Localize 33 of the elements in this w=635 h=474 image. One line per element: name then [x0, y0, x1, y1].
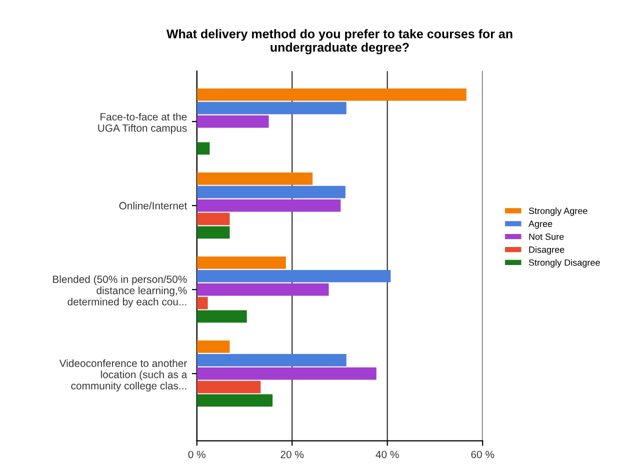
legend-label: Not Sure — [529, 234, 564, 240]
bar — [196, 283, 329, 296]
chart-title: What delivery method do you prefer to take courses for an undergraduate degree? — [166, 29, 512, 54]
bar — [196, 226, 230, 239]
bar — [196, 212, 230, 226]
x-tick-label: 40 % — [376, 450, 399, 458]
legend-label: Strongly Disagree — [528, 259, 600, 268]
bar — [196, 380, 261, 394]
x-tick-label: 20 % — [280, 450, 304, 458]
y-tick-label: Videoconference to another location (such as a community college clas... — [59, 359, 188, 392]
bar — [196, 102, 346, 114]
legend-label: Strongly Agree — [528, 207, 588, 216]
bar — [196, 142, 210, 155]
x-tick-label: 0 % — [188, 450, 206, 458]
bar — [196, 172, 313, 185]
y-tick-label: Blended (50% in person/50% distance learning,% determined by each cou... — [53, 275, 187, 308]
bar — [196, 354, 346, 366]
bar — [196, 256, 286, 269]
y-tick-label: Face-to-face at the UGA Tifton campus — [98, 112, 187, 134]
legend-label: Disagree — [529, 246, 564, 255]
bar — [196, 270, 391, 282]
bar — [196, 340, 230, 353]
bar — [196, 310, 247, 323]
bar — [196, 115, 269, 128]
legend-label: Agree — [528, 220, 552, 229]
bar — [196, 394, 273, 407]
bar — [196, 199, 341, 212]
bar — [196, 186, 346, 198]
y-tick-label: Online/Internet — [119, 202, 188, 210]
bar — [196, 296, 208, 310]
x-tick-label: 60 % — [471, 450, 494, 458]
bar — [196, 88, 466, 101]
bar — [196, 367, 376, 380]
